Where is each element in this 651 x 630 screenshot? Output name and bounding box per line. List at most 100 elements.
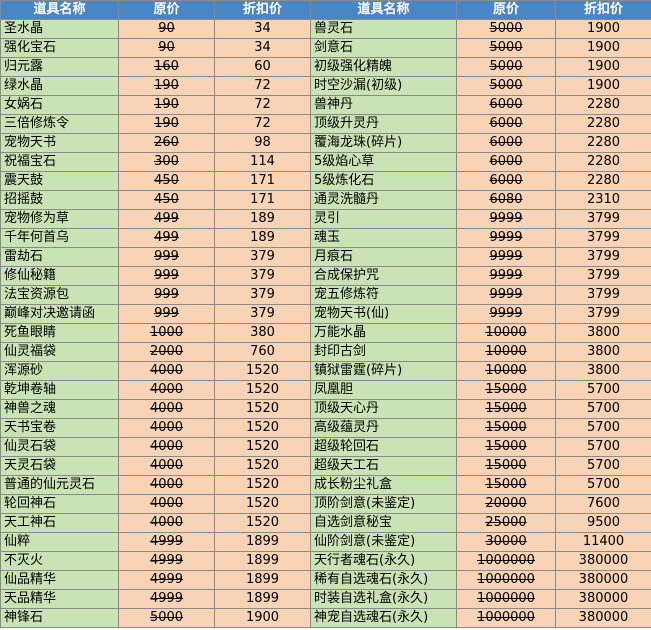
table-row: 天书宝卷 4000 1520 高级蕴灵丹 15000 5700 (0, 418, 651, 438)
original-price: 6000 (456, 171, 556, 191)
discount-price: 3800 (555, 342, 651, 362)
table-row: 法宝资源包 999 379 宠五修炼符 9999 3799 (0, 285, 651, 305)
item-name: 绿水晶 (0, 76, 119, 96)
original-price: 4999 (118, 532, 215, 552)
original-price: 15000 (456, 380, 556, 400)
table-row: 普通的仙元灵石 4000 1520 成长粉尘礼盒 15000 5700 (0, 475, 651, 495)
discount-price: 380000 (555, 551, 651, 571)
discount-price: 98 (214, 133, 311, 153)
original-price: 6000 (456, 114, 556, 134)
original-price: 25000 (456, 513, 556, 533)
item-name: 凤凰胆 (310, 380, 457, 400)
item-name: 月痕石 (310, 247, 457, 267)
discount-price: 380000 (555, 570, 651, 590)
discount-price: 379 (214, 247, 311, 267)
header-cell: 原价 (456, 0, 556, 20)
original-price: 499 (118, 209, 215, 229)
original-price: 4000 (118, 418, 215, 438)
discount-price: 379 (214, 304, 311, 324)
discount-price: 1520 (214, 513, 311, 533)
original-price: 15000 (456, 475, 556, 495)
item-name: 神锋石 (0, 608, 119, 628)
item-name: 千年何首乌 (0, 228, 119, 248)
item-name: 万能水晶 (310, 323, 457, 343)
original-price: 160 (118, 57, 215, 77)
original-price: 1000 (118, 323, 215, 343)
item-name: 普通的仙元灵石 (0, 475, 119, 495)
table-row: 招摇鼓 450 171 通灵洗髓丹 6080 2310 (0, 190, 651, 210)
original-price: 90 (118, 38, 215, 58)
original-price: 4999 (118, 589, 215, 609)
item-name: 宠物天书 (0, 133, 119, 153)
discount-price: 1900 (555, 76, 651, 96)
original-price: 9999 (456, 228, 556, 248)
original-price: 10000 (456, 361, 556, 381)
original-price: 1000000 (456, 608, 556, 628)
original-price: 5000 (456, 19, 556, 39)
discount-price: 1900 (214, 608, 311, 628)
item-name: 死鱼眼睛 (0, 323, 119, 343)
item-name: 女娲石 (0, 95, 119, 115)
item-name: 兽神丹 (310, 95, 457, 115)
discount-price: 72 (214, 114, 311, 134)
discount-price: 34 (214, 19, 311, 39)
original-price: 499 (118, 228, 215, 248)
discount-price: 3799 (555, 266, 651, 286)
discount-price: 380 (214, 323, 311, 343)
discount-price: 171 (214, 171, 311, 191)
original-price: 5000 (118, 608, 215, 628)
original-price: 4000 (118, 456, 215, 476)
item-name: 宠物修为草 (0, 209, 119, 229)
item-name: 天行者魂石(永久) (310, 551, 457, 571)
discount-price: 2310 (555, 190, 651, 210)
original-price: 190 (118, 95, 215, 115)
item-name: 顶阶剑意(未鉴定) (310, 494, 457, 514)
item-name: 超级轮回石 (310, 437, 457, 457)
item-name: 圣水晶 (0, 19, 119, 39)
table-row: 千年何首乌 499 189 魂玉 9999 3799 (0, 228, 651, 248)
discount-price: 1520 (214, 456, 311, 476)
original-price: 9999 (456, 209, 556, 229)
discount-price: 171 (214, 190, 311, 210)
discount-price: 1899 (214, 589, 311, 609)
discount-price: 1520 (214, 418, 311, 438)
discount-price: 5700 (555, 418, 651, 438)
discount-price: 3799 (555, 209, 651, 229)
original-price: 6000 (456, 152, 556, 172)
header-cell: 道具名称 (310, 0, 457, 20)
item-name: 修仙秘籍 (0, 266, 119, 286)
discount-price: 2280 (555, 152, 651, 172)
item-name: 通灵洗髓丹 (310, 190, 457, 210)
table-row: 宠物天书 260 98 覆海龙珠(碎片) 6000 2280 (0, 133, 651, 153)
item-name: 神兽之魂 (0, 399, 119, 419)
item-name: 不灭火 (0, 551, 119, 571)
item-name: 魂玉 (310, 228, 457, 248)
discount-price: 72 (214, 95, 311, 115)
original-price: 5000 (456, 57, 556, 77)
item-name: 顶级天心丹 (310, 399, 457, 419)
item-name: 镇狱雷霆(碎片) (310, 361, 457, 381)
discount-price: 189 (214, 228, 311, 248)
item-name: 仙粹 (0, 532, 119, 552)
table-row: 宠物修为草 499 189 灵引 9999 3799 (0, 209, 651, 229)
item-name: 仙阶剑意(未鉴定) (310, 532, 457, 552)
original-price: 999 (118, 266, 215, 286)
table-row: 强化宝石 90 34 剑意石 5000 1900 (0, 38, 651, 58)
table-row: 仙灵福袋 2000 760 封印古剑 10000 3800 (0, 342, 651, 362)
item-name: 成长粉尘礼盒 (310, 475, 457, 495)
original-price: 6080 (456, 190, 556, 210)
header-cell: 原价 (118, 0, 215, 20)
original-price: 6000 (456, 133, 556, 153)
discount-price: 34 (214, 38, 311, 58)
item-name: 招摇鼓 (0, 190, 119, 210)
item-name: 5级炼化石 (310, 171, 457, 191)
item-name: 天品精华 (0, 589, 119, 609)
discount-price: 5700 (555, 456, 651, 476)
original-price: 4999 (118, 570, 215, 590)
discount-price: 5700 (555, 475, 651, 495)
discount-price: 3799 (555, 247, 651, 267)
item-name: 剑意石 (310, 38, 457, 58)
item-name: 强化宝石 (0, 38, 119, 58)
original-price: 450 (118, 171, 215, 191)
